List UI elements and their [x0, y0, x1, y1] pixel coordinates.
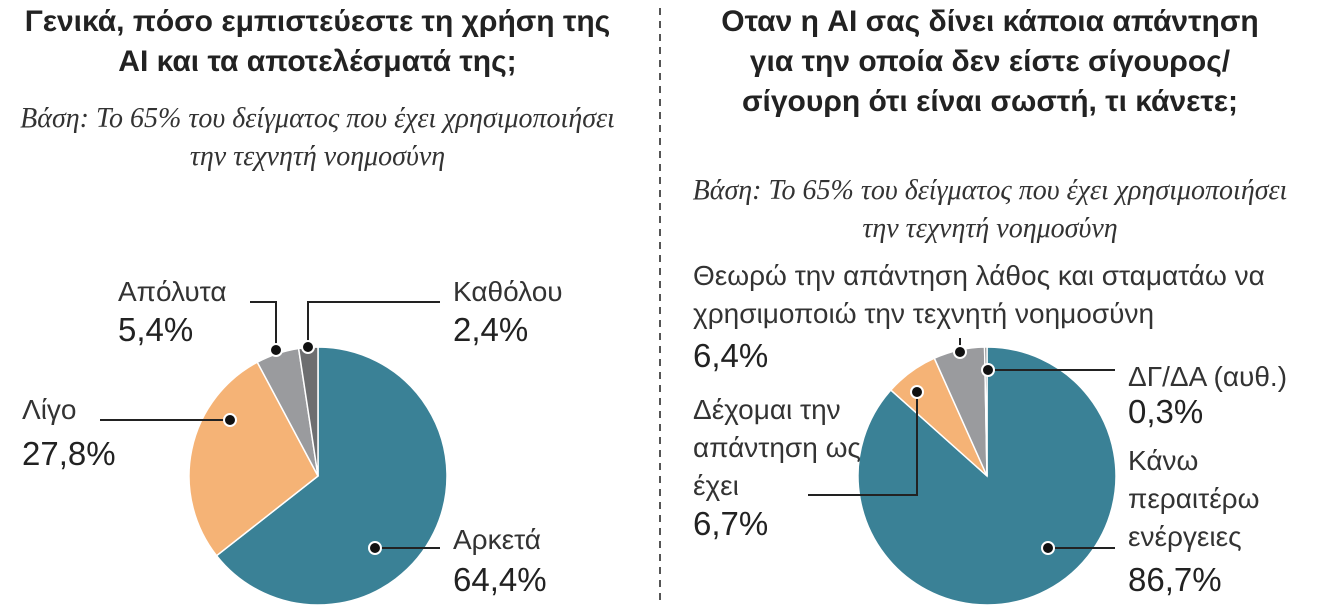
- pie-slice: [215, 346, 448, 606]
- slice-value-label: 2,4%: [453, 311, 529, 348]
- leader-dot: [910, 385, 924, 399]
- leader-line: [250, 301, 277, 350]
- slice-label: Καθόλου: [453, 276, 563, 307]
- leader-line: [307, 301, 440, 347]
- slice-label: Λίγο: [22, 394, 77, 425]
- slice-label: Θεωρώ την απάντηση λάθος και σταματάω να…: [693, 260, 1265, 329]
- slice-value-label: 86,7%: [1128, 561, 1222, 598]
- leader-dot: [981, 363, 995, 377]
- slice-label: Δέχομαι την απάντηση ως έχει: [693, 394, 861, 501]
- slice-value-label: 27,8%: [22, 435, 116, 472]
- slice-value-label: 6,7%: [693, 505, 769, 542]
- pie-slice: [188, 361, 319, 557]
- leader-dot: [269, 343, 283, 357]
- chart-subtitle: Βάση: Το 65% του δείγματος που έχει χρησ…: [20, 103, 615, 172]
- leader-dot: [1041, 541, 1055, 555]
- chart-subtitle: Βάση: Το 65% του δείγματος που έχει χρησ…: [692, 175, 1288, 244]
- leader-line: [808, 392, 918, 496]
- pie-slice: [983, 346, 988, 477]
- leader-dot: [301, 340, 315, 354]
- leader-dot: [953, 345, 967, 359]
- slice-label: Αρκετά: [453, 524, 541, 555]
- slice-value-label: 6,4%: [693, 337, 769, 374]
- chart-title: Οταν η AI σας δίνει κάποια απάντηση για …: [721, 5, 1259, 118]
- slice-value-label: 5,4%: [118, 311, 194, 348]
- slice-label: Κάνω περαιτέρω ενέργειες: [1128, 445, 1260, 552]
- leader-dot: [368, 541, 382, 555]
- slice-label: ΔΓ/ΔΑ (αυθ.): [1128, 361, 1288, 392]
- leader-dot: [223, 413, 237, 427]
- slice-value-label: 64,4%: [453, 561, 547, 598]
- slice-label: Απόλυτα: [118, 276, 227, 307]
- slice-value-label: 0,3%: [1128, 393, 1204, 430]
- chart-title: Γενικά, πόσο εμπιστεύεστε τη χρήση της A…: [24, 5, 611, 78]
